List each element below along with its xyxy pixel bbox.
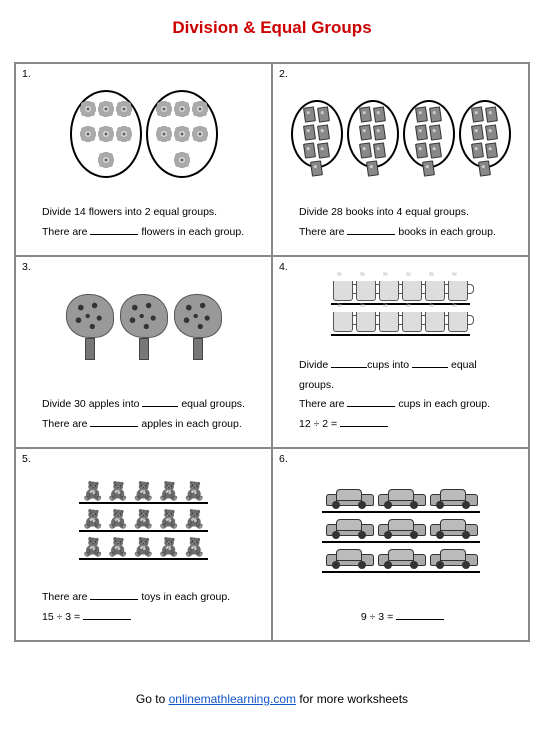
text: 12 ÷ 2 = xyxy=(299,418,337,430)
cup-row xyxy=(331,278,470,305)
car-row xyxy=(322,547,480,573)
text: 15 ÷ 3 = xyxy=(42,611,80,623)
worksheet-grid: 1. Divide 14 flowers into 2 equal groups… xyxy=(14,62,530,642)
book-group-oval xyxy=(403,100,455,168)
book-group-oval xyxy=(347,100,399,168)
text: books in each group. xyxy=(398,226,495,238)
cell-number: 2. xyxy=(279,68,288,80)
tree-icon xyxy=(120,294,168,360)
answer-blank[interactable] xyxy=(90,590,138,600)
art-cars xyxy=(281,455,520,604)
art-books xyxy=(281,70,520,199)
footer-link[interactable]: onlinemathlearning.com xyxy=(169,692,296,706)
art-flowers xyxy=(24,70,263,199)
cell-number: 6. xyxy=(279,453,288,465)
cell-number: 5. xyxy=(22,453,31,465)
prompt-text: Divide 30 apples into equal groups. Ther… xyxy=(24,391,263,441)
text: There are xyxy=(42,591,88,603)
book-group-oval xyxy=(459,100,511,168)
car-row xyxy=(322,517,480,543)
footer-text: for more worksheets xyxy=(296,692,408,706)
art-cups xyxy=(281,263,520,352)
cell-4: 4. Divide cups into equal groups. There … xyxy=(272,256,529,449)
text: Divide 14 flowers into 2 equal groups. xyxy=(42,206,217,218)
bear-row: 🧸🧸🧸🧸🧸 xyxy=(79,480,207,504)
text: cups in each group. xyxy=(398,398,490,410)
cell-5: 5. 🧸🧸🧸🧸🧸 🧸🧸🧸🧸🧸 🧸🧸🧸🧸🧸 There are toys in e… xyxy=(15,448,272,641)
cell-number: 4. xyxy=(279,261,288,273)
cell-number: 1. xyxy=(22,68,31,80)
car-row xyxy=(322,487,480,513)
bear-row: 🧸🧸🧸🧸🧸 xyxy=(79,508,207,532)
bear-row: 🧸🧸🧸🧸🧸 xyxy=(79,536,207,560)
art-bears: 🧸🧸🧸🧸🧸 🧸🧸🧸🧸🧸 🧸🧸🧸🧸🧸 xyxy=(24,455,263,584)
footer-text: Go to xyxy=(136,692,169,706)
text: There are xyxy=(42,226,88,238)
text: There are xyxy=(299,398,345,410)
prompt-text: Divide 14 flowers into 2 equal groups. T… xyxy=(24,199,263,249)
prompt-text: There are toys in each group. 15 ÷ 3 = xyxy=(24,584,263,634)
text: toys in each group. xyxy=(141,591,230,603)
flower-group-oval xyxy=(70,90,142,178)
answer-blank[interactable] xyxy=(347,397,395,407)
answer-blank[interactable] xyxy=(83,610,131,620)
text: cups into xyxy=(367,359,409,371)
cup-row xyxy=(331,309,470,336)
answer-blank[interactable] xyxy=(90,225,138,235)
text: Divide 30 apples into xyxy=(42,398,139,410)
answer-blank[interactable] xyxy=(142,397,178,407)
text: There are xyxy=(42,418,88,430)
flower-group-oval xyxy=(146,90,218,178)
art-trees xyxy=(24,263,263,392)
prompt-text: Divide 28 books into 4 equal groups. The… xyxy=(281,199,520,249)
text: equal groups. xyxy=(181,398,245,410)
text: 9 ÷ 3 = xyxy=(361,611,393,623)
book-group-oval xyxy=(291,100,343,168)
text: Divide xyxy=(299,359,328,371)
text: Divide 28 books into 4 equal groups. xyxy=(299,206,469,218)
cell-1: 1. Divide 14 flowers into 2 equal groups… xyxy=(15,63,272,256)
cell-2: 2. Divide 28 books into 4 equal groups. … xyxy=(272,63,529,256)
text: apples in each group. xyxy=(141,418,241,430)
answer-blank[interactable] xyxy=(331,358,367,368)
tree-icon xyxy=(174,294,222,360)
cell-3: 3. Divide 30 apples into equal groups. T… xyxy=(15,256,272,449)
cell-number: 3. xyxy=(22,261,31,273)
answer-blank[interactable] xyxy=(340,417,388,427)
page-title: Division & Equal Groups xyxy=(14,18,530,38)
text: flowers in each group. xyxy=(141,226,244,238)
answer-blank[interactable] xyxy=(347,225,395,235)
footer: Go to onlinemathlearning.com for more wo… xyxy=(14,692,530,706)
answer-blank[interactable] xyxy=(412,358,448,368)
cell-6: 6. 9 ÷ 3 = xyxy=(272,448,529,641)
tree-icon xyxy=(66,294,114,360)
answer-blank[interactable] xyxy=(90,417,138,427)
text: There are xyxy=(299,226,345,238)
prompt-text: 9 ÷ 3 = xyxy=(281,604,520,634)
answer-blank[interactable] xyxy=(396,610,444,620)
prompt-text: Divide cups into equal groups. There are… xyxy=(281,352,520,442)
